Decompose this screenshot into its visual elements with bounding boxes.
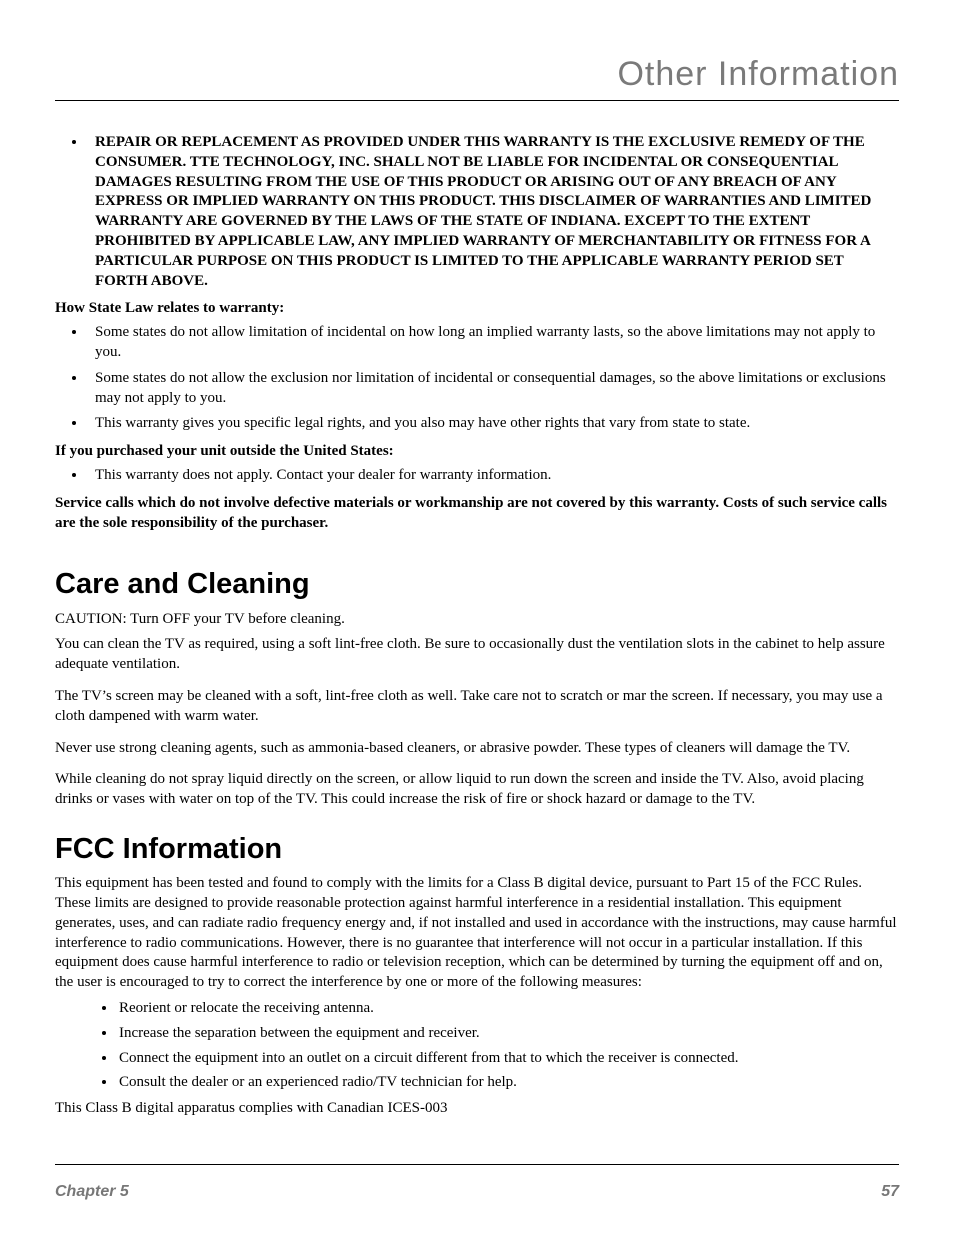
list-item: Some states do not allow the exclusion n… — [87, 369, 899, 409]
body-paragraph: The TV’s screen may be cleaned with a so… — [55, 687, 899, 727]
document-page: Other Information REPAIR OR REPLACEMENT … — [0, 0, 954, 1235]
list-item: Consult the dealer or an experienced rad… — [117, 1073, 899, 1093]
list-item: This warranty gives you specific legal r… — [87, 414, 899, 434]
page-header-title: Other Information — [55, 55, 899, 94]
disclaimer-list: REPAIR OR REPLACEMENT AS PROVIDED UNDER … — [87, 133, 899, 291]
warranty-disclaimer: REPAIR OR REPLACEMENT AS PROVIDED UNDER … — [87, 133, 899, 291]
body-paragraph: CAUTION: Turn OFF your TV before cleanin… — [55, 610, 899, 630]
body-paragraph: This equipment has been tested and found… — [55, 874, 899, 993]
footer-rule — [55, 1164, 899, 1165]
state-law-list: Some states do not allow limitation of i… — [87, 323, 899, 434]
body-paragraph: Never use strong cleaning agents, such a… — [55, 739, 899, 759]
body-paragraph: This Class B digital apparatus complies … — [55, 1099, 899, 1119]
list-item: Connect the equipment into an outlet on … — [117, 1049, 899, 1069]
footer-page-number: 57 — [881, 1183, 899, 1201]
footer-chapter: Chapter 5 — [55, 1183, 129, 1201]
care-heading: Care and Cleaning — [55, 565, 899, 603]
list-item: Some states do not allow limitation of i… — [87, 323, 899, 363]
outside-us-heading: If you purchased your unit outside the U… — [55, 442, 899, 462]
list-item: Increase the separation between the equi… — [117, 1024, 899, 1044]
fcc-heading: FCC Information — [55, 830, 899, 868]
fcc-measures-list: Reorient or relocate the receiving anten… — [117, 999, 899, 1093]
content-area: REPAIR OR REPLACEMENT AS PROVIDED UNDER … — [55, 133, 899, 1119]
outside-us-list: This warranty does not apply. Contact yo… — [87, 466, 899, 486]
list-item: Reorient or relocate the receiving anten… — [117, 999, 899, 1019]
service-calls-note: Service calls which do not involve defec… — [55, 494, 899, 534]
page-footer: Chapter 5 57 — [55, 1183, 899, 1201]
body-paragraph: You can clean the TV as required, using … — [55, 635, 899, 675]
state-law-heading: How State Law relates to warranty: — [55, 299, 899, 319]
header-rule — [55, 100, 899, 101]
list-item: This warranty does not apply. Contact yo… — [87, 466, 899, 486]
body-paragraph: While cleaning do not spray liquid direc… — [55, 770, 899, 810]
